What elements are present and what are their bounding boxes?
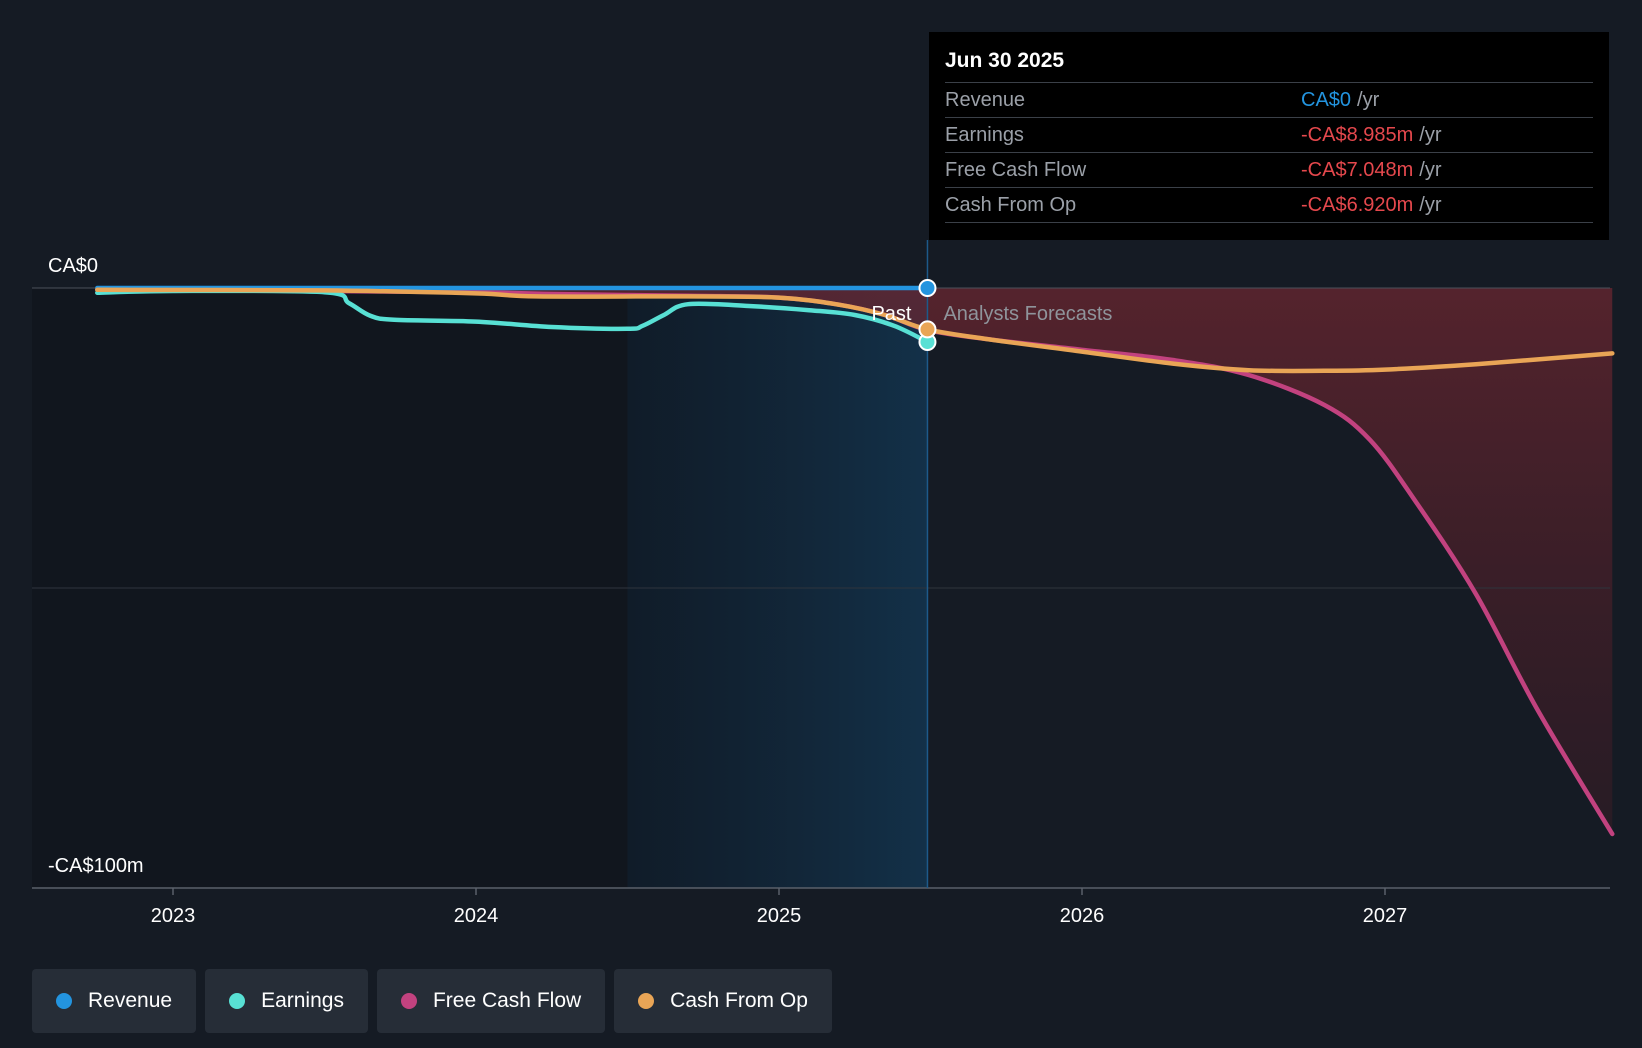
legend-label: Free Cash Flow xyxy=(432,989,582,1012)
legend-dot-icon xyxy=(400,993,417,1009)
tooltip-unit: /yr xyxy=(1357,89,1380,111)
legend-item-cash-from-op[interactable]: Cash From Op xyxy=(614,969,832,1033)
legend-label: Revenue xyxy=(88,989,173,1012)
tooltip-unit: /yr xyxy=(1419,194,1442,216)
tooltip-value: -CA$8.985m xyxy=(1301,124,1414,146)
tooltip-unit: /yr xyxy=(1419,124,1442,146)
legend-dot-icon xyxy=(229,993,246,1009)
tooltip-label: Cash From Op xyxy=(945,194,1077,216)
legend-item-free-cash-flow[interactable]: Free Cash Flow xyxy=(376,969,606,1033)
tooltip-row-revenue: Revenue CA$0 /yr xyxy=(945,83,1593,118)
x-tick-label: 2023 xyxy=(151,905,196,927)
x-tick-label: 2025 xyxy=(757,905,802,927)
marker-cash-from-op xyxy=(918,320,937,339)
tooltip-label: Free Cash Flow xyxy=(945,159,1087,181)
tooltip: Jun 30 2025 Revenue CA$0 /yr Earnings -C… xyxy=(929,32,1609,240)
y-tick-label: -CA$100m xyxy=(48,855,144,877)
legend-label: Cash From Op xyxy=(670,989,808,1012)
tooltip-label: Revenue xyxy=(945,89,1026,111)
tooltip-row-cash-from-op: Cash From Op -CA$6.920m /yr xyxy=(945,188,1593,223)
forecast-label: Analysts Forecasts xyxy=(943,303,1112,325)
series-line-earnings xyxy=(95,288,930,345)
tooltip-value: CA$0 xyxy=(1301,89,1352,111)
tooltip-row-free-cash-flow: Free Cash Flow -CA$7.048m /yr xyxy=(945,153,1593,188)
marker-revenue xyxy=(918,279,937,297)
series-line-cash-from-op xyxy=(95,287,1615,374)
tooltip-row-earnings: Earnings -CA$8.985m /yr xyxy=(945,118,1593,153)
legend-dot-icon xyxy=(638,993,655,1009)
legend: Revenue Earnings Free Cash Flow Cash Fro… xyxy=(32,969,832,1033)
tooltip-label: Earnings xyxy=(945,124,1024,146)
legend-item-revenue[interactable]: Revenue xyxy=(32,969,197,1033)
y-tick-label: CA$0 xyxy=(48,255,98,277)
negative-area xyxy=(97,288,1613,834)
x-tick-label: 2027 xyxy=(1363,905,1408,927)
past-label: Past xyxy=(871,303,911,325)
x-tick-label: 2024 xyxy=(454,905,499,927)
legend-label: Earnings xyxy=(261,989,344,1012)
x-tick-label: 2026 xyxy=(1060,905,1105,927)
tooltip-value: -CA$6.920m xyxy=(1301,194,1414,216)
legend-dot-icon xyxy=(56,993,72,1009)
legend-item-earnings[interactable]: Earnings xyxy=(205,969,368,1033)
tooltip-value: -CA$7.048m xyxy=(1301,159,1414,181)
tooltip-date: Jun 30 2025 xyxy=(945,44,1593,83)
tooltip-unit: /yr xyxy=(1419,159,1442,181)
